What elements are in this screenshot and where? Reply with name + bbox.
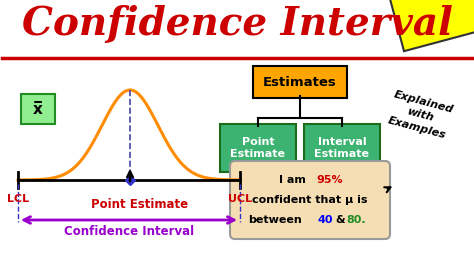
- Text: Estimates: Estimates: [263, 76, 337, 89]
- Text: Confidence Interval: Confidence Interval: [21, 5, 453, 43]
- Text: LCL: LCL: [7, 194, 29, 204]
- Text: &: &: [335, 215, 345, 225]
- FancyBboxPatch shape: [220, 124, 296, 172]
- Text: Explained
with
Examples: Explained with Examples: [386, 89, 455, 140]
- FancyBboxPatch shape: [253, 66, 347, 98]
- FancyBboxPatch shape: [384, 0, 474, 51]
- Text: 40: 40: [317, 215, 333, 225]
- Text: x̅: x̅: [33, 102, 43, 117]
- Text: Point
Estimate: Point Estimate: [230, 137, 285, 159]
- FancyBboxPatch shape: [230, 161, 390, 239]
- Text: Confidence Interval: Confidence Interval: [64, 225, 194, 238]
- Text: between: between: [248, 215, 302, 225]
- Text: 95%: 95%: [317, 175, 343, 185]
- FancyBboxPatch shape: [304, 124, 380, 172]
- FancyBboxPatch shape: [21, 94, 55, 124]
- Text: UCL: UCL: [228, 194, 252, 204]
- Text: 80.: 80.: [346, 215, 366, 225]
- Text: Point Estimate: Point Estimate: [91, 198, 189, 211]
- Text: I am: I am: [279, 175, 305, 185]
- Text: confident that μ is: confident that μ is: [252, 195, 368, 205]
- Text: Interval
Estimate: Interval Estimate: [315, 137, 370, 159]
